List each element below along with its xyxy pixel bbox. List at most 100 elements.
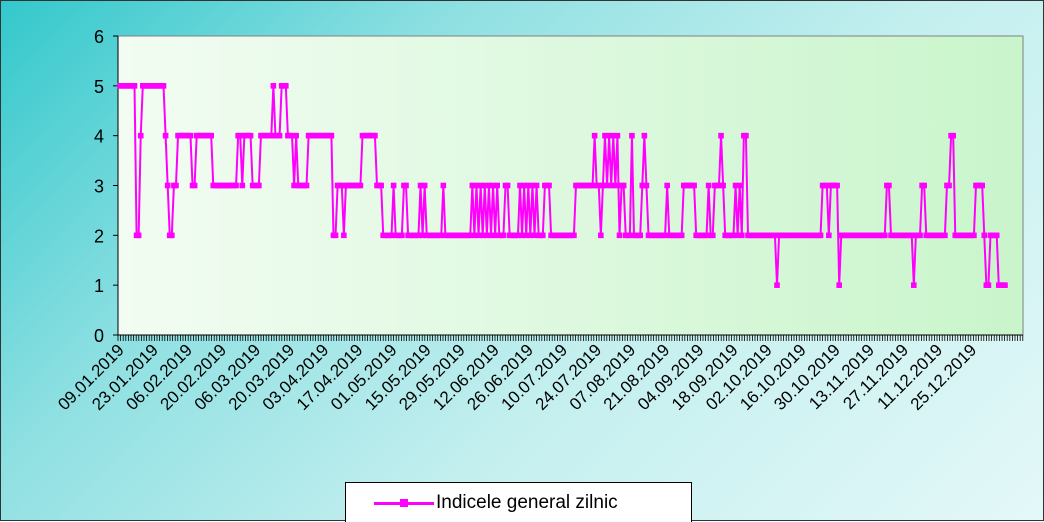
data-point — [390, 182, 397, 189]
data-point — [736, 182, 743, 189]
data-point — [419, 232, 426, 239]
data-point — [612, 182, 619, 189]
data-point — [738, 232, 745, 239]
y-tick-label: 3 — [94, 177, 104, 197]
data-point — [492, 232, 498, 239]
data-point — [709, 232, 716, 239]
data-point — [546, 182, 552, 189]
y-tick-label: 5 — [94, 77, 104, 97]
y-tick-label: 2 — [94, 226, 104, 246]
data-point — [471, 232, 478, 239]
data-point — [950, 132, 956, 139]
data-point — [608, 182, 615, 189]
data-point — [247, 132, 254, 139]
data-point — [293, 132, 299, 139]
data-point — [743, 132, 749, 139]
data-point — [484, 232, 490, 239]
data-point — [357, 182, 364, 189]
data-point — [208, 132, 214, 139]
data-point — [606, 132, 612, 139]
data-point — [173, 182, 179, 189]
data-point — [417, 182, 424, 189]
data-point — [911, 282, 917, 288]
data-point — [473, 182, 480, 189]
data-point — [135, 232, 142, 239]
data-point — [372, 132, 378, 139]
data-point — [886, 182, 892, 189]
data-point — [388, 232, 395, 239]
data-point — [469, 182, 476, 189]
data-point — [283, 83, 289, 89]
data-point — [993, 232, 1000, 239]
data-point — [137, 132, 144, 139]
data-point — [237, 132, 244, 139]
data-point — [440, 182, 447, 189]
data-point — [834, 182, 840, 189]
data-point — [598, 232, 604, 239]
data-point — [529, 182, 536, 189]
data-point — [981, 232, 988, 239]
data-point — [1002, 282, 1008, 288]
data-point — [571, 232, 577, 239]
data-point — [971, 232, 977, 239]
y-tick-label: 6 — [94, 27, 104, 47]
data-point — [415, 232, 422, 239]
x-axis-minor-ticks — [117, 335, 1024, 341]
legend: Indicele general zilnic — [345, 482, 692, 522]
data-point — [515, 232, 521, 239]
data-point — [604, 182, 610, 189]
data-point — [276, 132, 283, 139]
data-point — [523, 232, 530, 239]
data-point — [540, 232, 546, 239]
data-point — [504, 182, 511, 189]
data-point — [716, 182, 722, 189]
y-axis-ticks: 0 1 2 3 4 5 6 — [94, 27, 118, 346]
y-tick-label: 0 — [94, 326, 104, 346]
data-point — [627, 232, 633, 239]
data-point — [169, 232, 175, 239]
data-point — [772, 232, 778, 239]
data-point — [162, 132, 169, 139]
data-point — [595, 182, 602, 189]
data-point — [678, 232, 685, 239]
data-point — [341, 232, 347, 239]
data-point — [718, 132, 724, 139]
data-point — [531, 232, 538, 239]
data-point — [589, 182, 596, 189]
data-point — [734, 232, 741, 239]
data-point — [662, 232, 668, 239]
data-point — [399, 232, 405, 239]
data-point — [378, 182, 384, 189]
data-point — [946, 182, 952, 189]
data-point — [191, 182, 198, 189]
data-point — [917, 232, 923, 239]
data-point — [481, 182, 488, 189]
legend-label: Indicele general zilnic — [436, 491, 618, 513]
data-point — [164, 182, 171, 189]
data-point — [703, 232, 710, 239]
data-point — [602, 132, 608, 139]
data-point — [517, 182, 523, 189]
data-point — [637, 232, 644, 239]
data-point — [187, 132, 194, 139]
data-point — [338, 182, 345, 189]
data-point — [823, 182, 830, 189]
data-point — [979, 182, 985, 189]
data-point — [817, 232, 824, 239]
data-point — [438, 232, 445, 239]
data-point — [268, 132, 275, 139]
data-point — [643, 182, 650, 189]
series-indicele-general-zilnic — [117, 83, 1008, 288]
data-point — [403, 182, 409, 189]
data-point — [533, 182, 540, 189]
data-point — [942, 232, 948, 239]
data-point — [477, 182, 484, 189]
data-point — [494, 182, 501, 189]
x-axis-tick-labels: 09.01.201923.01.201906.02.201920.02.2019… — [54, 340, 980, 414]
data-point — [289, 132, 295, 139]
data-point — [519, 232, 525, 239]
data-point — [239, 182, 246, 189]
data-point — [527, 232, 534, 239]
